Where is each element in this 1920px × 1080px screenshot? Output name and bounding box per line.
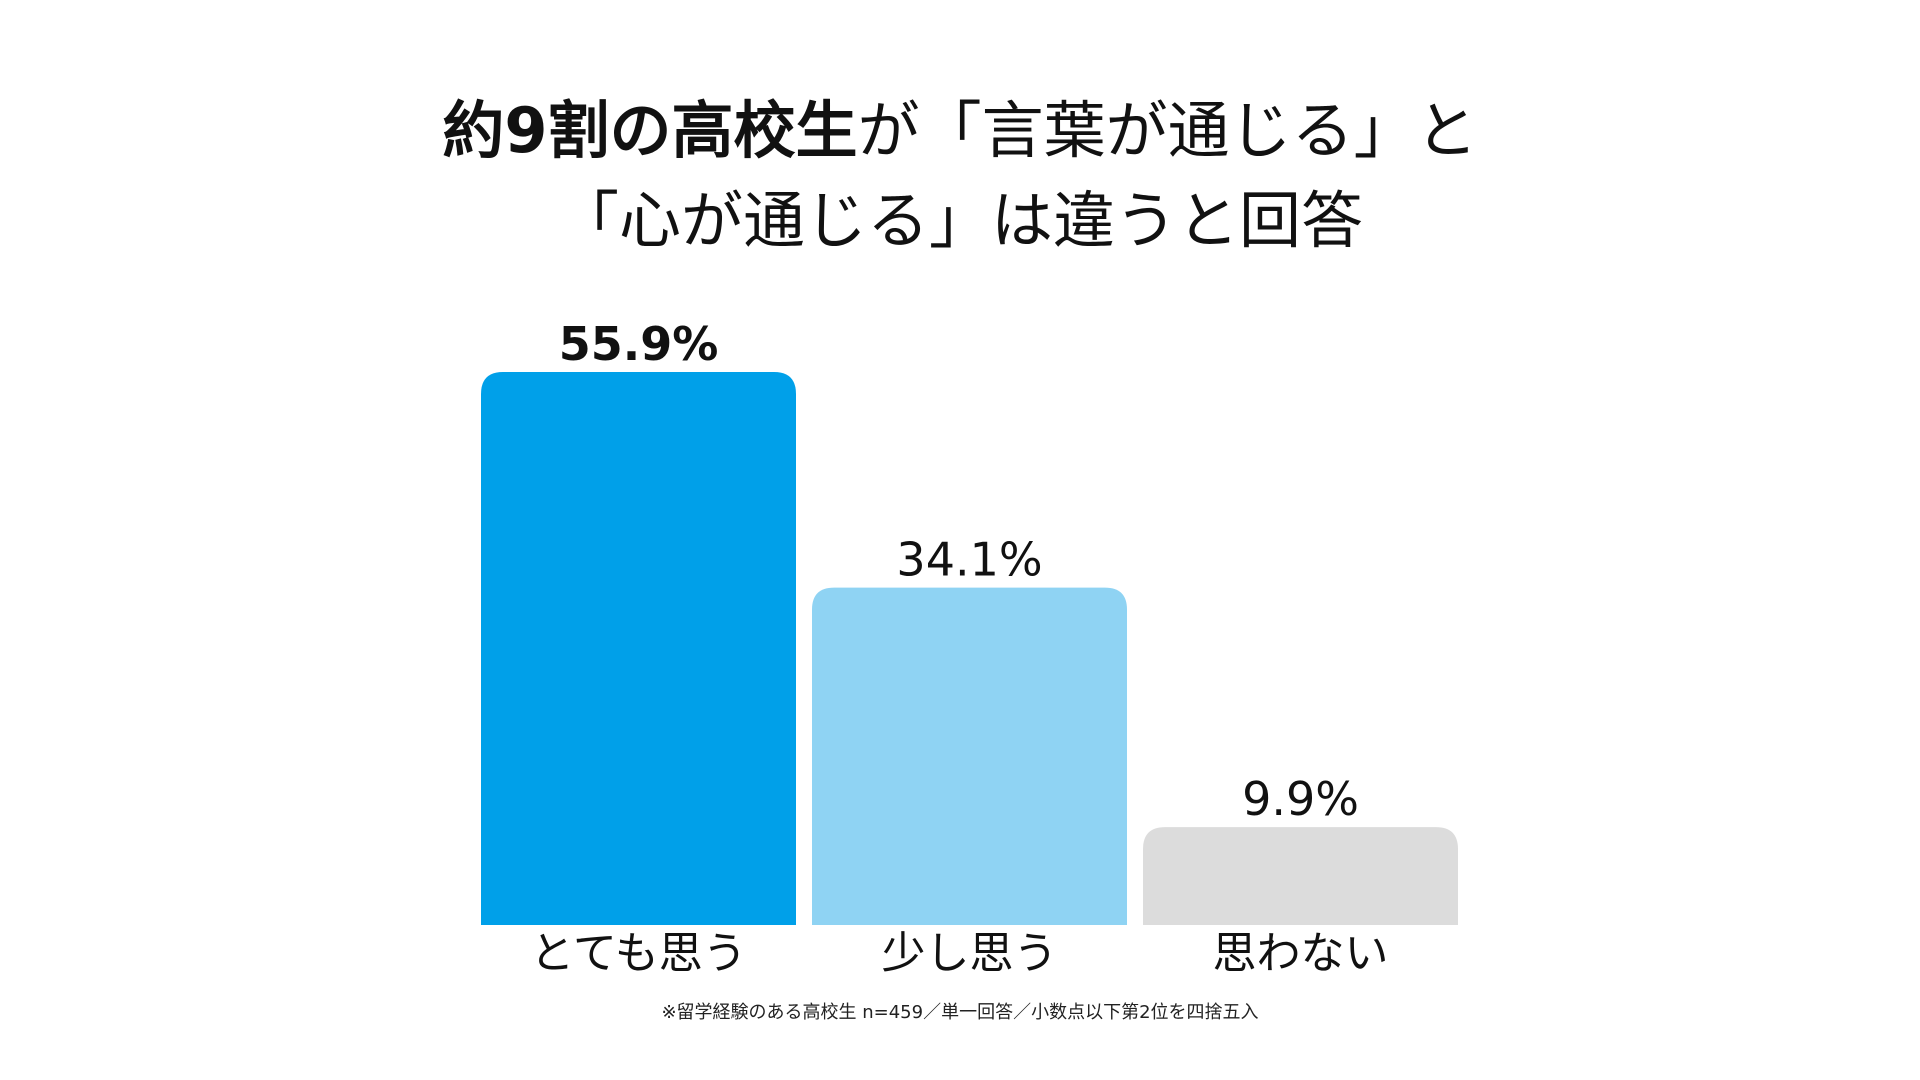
category-label: とても思う [530,928,746,979]
category-label: 少し思う [882,928,1058,979]
chart-title-line2: 「心が通じる」は違うと回答 [556,184,1363,257]
title-bold-part: 約9割の高校生 [442,94,858,167]
value-label: 34.1% [896,533,1042,587]
category-label: 思わない [1213,928,1389,979]
title-rest: が「言葉が通じる」と [857,94,1478,167]
bar-2 [812,587,1127,925]
bar-3 [1143,827,1458,925]
value-label: 55.9% [559,317,719,371]
bar-1 [481,372,796,925]
chart-title-line1: 約9割の高校生が「言葉が通じる」と [0,100,1920,162]
footnote: ※留学経験のある高校生 n=459／単一回答／小数点以下第2位を四捨五入 [661,1002,1259,1023]
value-label: 9.9% [1242,772,1359,826]
